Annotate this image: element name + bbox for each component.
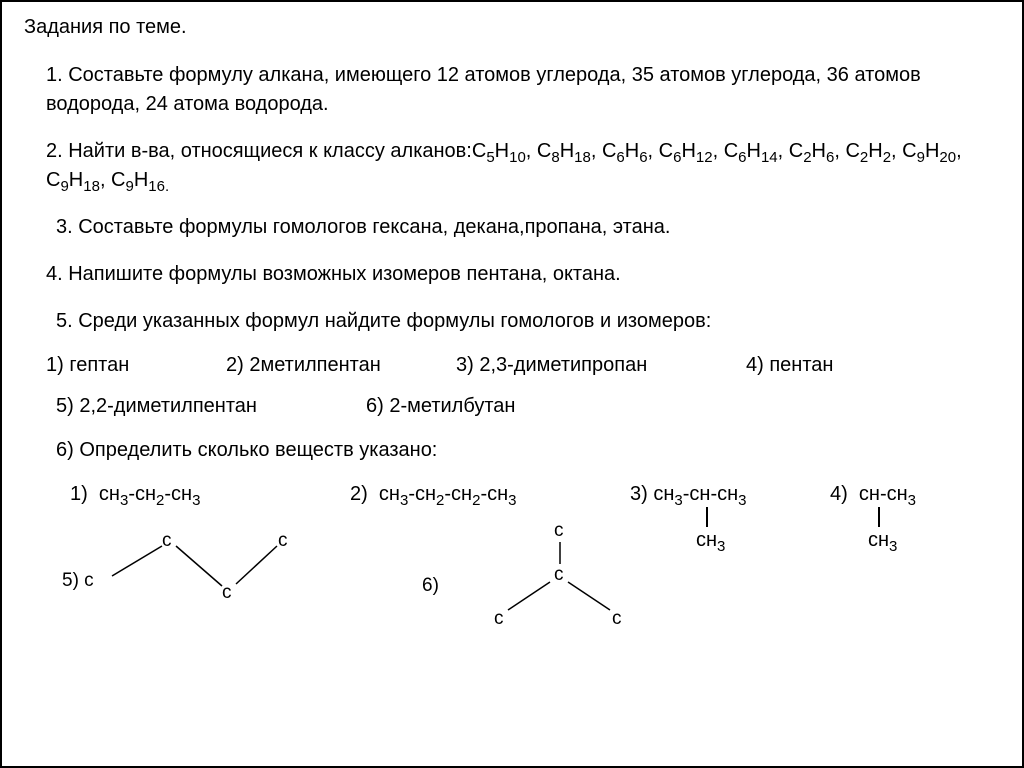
opt-2: 2) 2метилпентан <box>226 354 456 377</box>
formula-4: 4) сн-сн3 сн3 <box>830 483 916 506</box>
formula-6: 6) с с с с <box>422 536 782 646</box>
opt-1: 1) гептан <box>46 354 226 377</box>
svg-text:с: с <box>162 530 172 551</box>
opt-5: 5) 2,2-диметилпентан <box>56 395 366 418</box>
svg-text:с: с <box>494 608 504 629</box>
task-6: 6) Определить сколько веществ указано: <box>22 436 1002 465</box>
opt-4: 4) пентан <box>746 354 833 377</box>
svg-text:6): 6) <box>422 575 439 596</box>
task-2-prefix: 2. Найти в-ва, относящиеся к классу алка… <box>46 140 472 162</box>
opt-6: 6) 2-метилбутан <box>366 395 515 418</box>
svg-text:с: с <box>612 608 622 629</box>
formula-5: 5) с с с с <box>62 536 422 646</box>
task-5: 5. Среди указанных формул найдите формул… <box>22 307 1002 336</box>
page-title: Задания по теме. <box>22 16 1002 39</box>
formula-2: 2) сн3-сн2-сн2-сн3 <box>350 483 630 506</box>
formula-1: 1) сн3-сн2-сн3 <box>70 483 350 506</box>
opt-3: 3) 2,3-диметипропан <box>456 354 746 377</box>
task-5-row-b: 5) 2,2-диметилпентан 6) 2-метилбутан <box>22 395 1002 418</box>
formula-3: 3) сн3-сн-сн3 сн3 <box>630 483 830 506</box>
svg-text:с: с <box>554 564 564 585</box>
task-6-row: 1) сн3-сн2-сн3 2) сн3-сн2-сн2-сн3 3) сн3… <box>22 483 1002 506</box>
svg-text:с: с <box>222 582 232 603</box>
task-6-bottom: 5) с с с с 6) с с с с <box>22 536 1002 646</box>
task-3: 3. Составьте формулы гомологов гексана, … <box>22 213 1002 242</box>
task-1: 1. Составьте формулу алкана, имеющего 12… <box>22 61 1002 119</box>
svg-text:5) с: 5) с <box>62 570 94 591</box>
task-5-row-a: 1) гептан 2) 2метилпентан 3) 2,3-диметип… <box>22 354 1002 377</box>
svg-text:с: с <box>278 530 288 551</box>
svg-text:с: с <box>554 520 564 541</box>
task-2: 2. Найти в-ва, относящиеся к классу алка… <box>22 137 1002 195</box>
task-4: 4. Напишите формулы возможных изомеров п… <box>22 260 1002 289</box>
